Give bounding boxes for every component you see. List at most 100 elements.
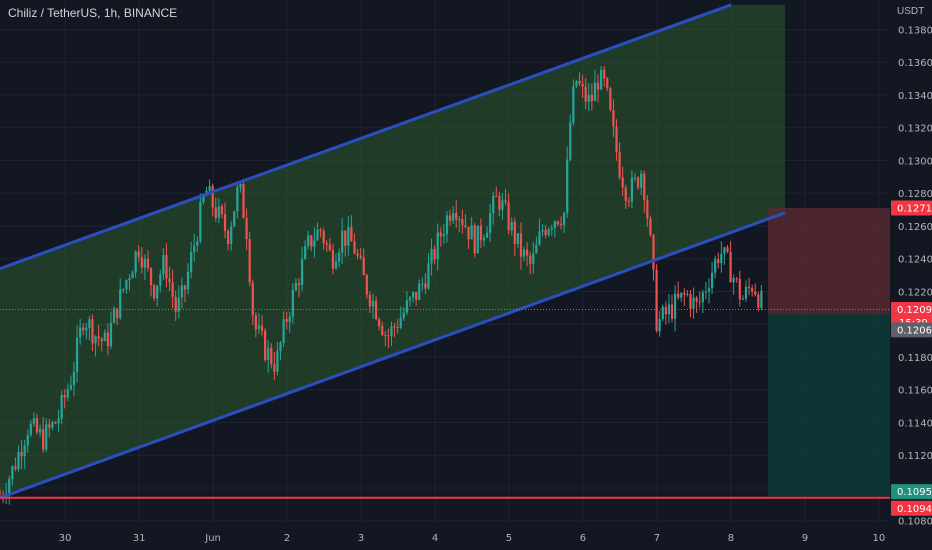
price-tag: [891, 484, 932, 500]
candle-body: [569, 122, 572, 160]
take-profit-zone: [767, 314, 890, 497]
candle-body: [436, 232, 439, 260]
candle-body: [359, 255, 362, 258]
candle-body: [137, 251, 140, 257]
candle-body: [707, 288, 711, 292]
candle-body: [165, 255, 168, 279]
candle-body: [686, 293, 689, 295]
candle-body: [162, 255, 165, 275]
x-tick-label: 9: [802, 533, 808, 544]
candle-body: [11, 466, 14, 480]
candle-body: [581, 83, 584, 87]
candle-body: [510, 221, 513, 231]
y-tick-label: 0.1240: [898, 255, 932, 266]
candle-body: [655, 269, 658, 332]
candle-body: [519, 233, 523, 257]
candle-body: [263, 330, 267, 360]
candle-body: [251, 282, 254, 316]
candle-body: [553, 221, 556, 229]
candle-body: [741, 298, 745, 300]
candle-body: [704, 291, 708, 293]
candle-body: [522, 249, 526, 257]
candle-body: [32, 418, 36, 424]
x-tick-label: 8: [728, 533, 734, 544]
candle-body: [35, 418, 39, 433]
channel-lower-line: [0, 211, 786, 500]
candle-body: [566, 159, 569, 213]
currency-label: USDT: [897, 6, 925, 17]
candle-body: [140, 256, 143, 268]
candle-body: [97, 336, 100, 339]
candle-body: [751, 288, 754, 292]
candle-body: [485, 232, 489, 238]
candle-body: [134, 251, 137, 273]
candle-body: [378, 319, 381, 327]
candle-body: [331, 250, 335, 269]
candle-body: [79, 327, 82, 338]
drawing-layer[interactable]: [0, 4, 890, 498]
candle-body: [643, 173, 646, 201]
candle-body: [371, 300, 375, 307]
candle-body: [217, 206, 220, 218]
price-tag-label: 0.1206: [897, 325, 932, 336]
candle-body: [590, 94, 593, 101]
candle-body: [230, 226, 233, 244]
candle-body: [393, 326, 396, 328]
candle-body: [374, 300, 378, 320]
x-tick-label: 3: [358, 533, 364, 544]
candle-body: [116, 308, 119, 319]
candle-body: [541, 229, 544, 232]
candle-body: [42, 429, 45, 450]
candle-body: [242, 184, 245, 219]
candle-body: [51, 422, 54, 428]
candle-body: [294, 283, 298, 290]
candle-body: [260, 325, 264, 331]
candle-body: [149, 268, 153, 285]
candle-body: [439, 232, 442, 237]
candle-body: [667, 304, 671, 315]
channel-fill: [0, 4, 785, 498]
candle-body: [94, 336, 97, 344]
candle-body: [109, 322, 113, 347]
candle-body: [476, 225, 479, 254]
candle-body: [612, 109, 615, 127]
candle-body: [17, 451, 20, 470]
candle-body: [186, 271, 190, 290]
candle-body: [433, 249, 436, 260]
candle-body: [384, 335, 387, 337]
x-tick-label: 4: [432, 533, 438, 544]
candle-body: [445, 215, 449, 235]
price-axis-panel[interactable]: [890, 0, 932, 550]
x-tick-label: 6: [580, 533, 586, 544]
candle-body: [112, 308, 116, 323]
time-axis-panel[interactable]: [0, 524, 890, 550]
y-tick-label: 0.1220: [898, 287, 932, 298]
candle-body: [513, 221, 516, 244]
candle-body: [529, 255, 532, 264]
candle-body: [720, 253, 723, 264]
candle-body: [563, 212, 566, 226]
candle-body: [448, 215, 452, 221]
candle-body: [575, 80, 578, 87]
price-tag-label: 0.1271: [897, 203, 932, 214]
candle-body: [307, 235, 310, 247]
candle-body: [757, 294, 760, 308]
candle-body: [695, 297, 698, 302]
candle-body: [717, 259, 720, 264]
candle-body: [14, 466, 17, 470]
candle-body: [233, 211, 236, 227]
candle-body: [596, 82, 600, 90]
candle-body: [85, 327, 88, 331]
candle-body: [556, 221, 560, 225]
candle-body: [723, 247, 726, 254]
candle-body: [636, 177, 640, 188]
candle-body: [381, 326, 384, 336]
candle-body: [735, 278, 738, 280]
candle-body: [452, 213, 455, 221]
candle-body: [516, 233, 519, 244]
candle-body: [38, 429, 42, 433]
candle-body: [45, 424, 48, 450]
trend-lines[interactable]: [0, 3, 890, 500]
